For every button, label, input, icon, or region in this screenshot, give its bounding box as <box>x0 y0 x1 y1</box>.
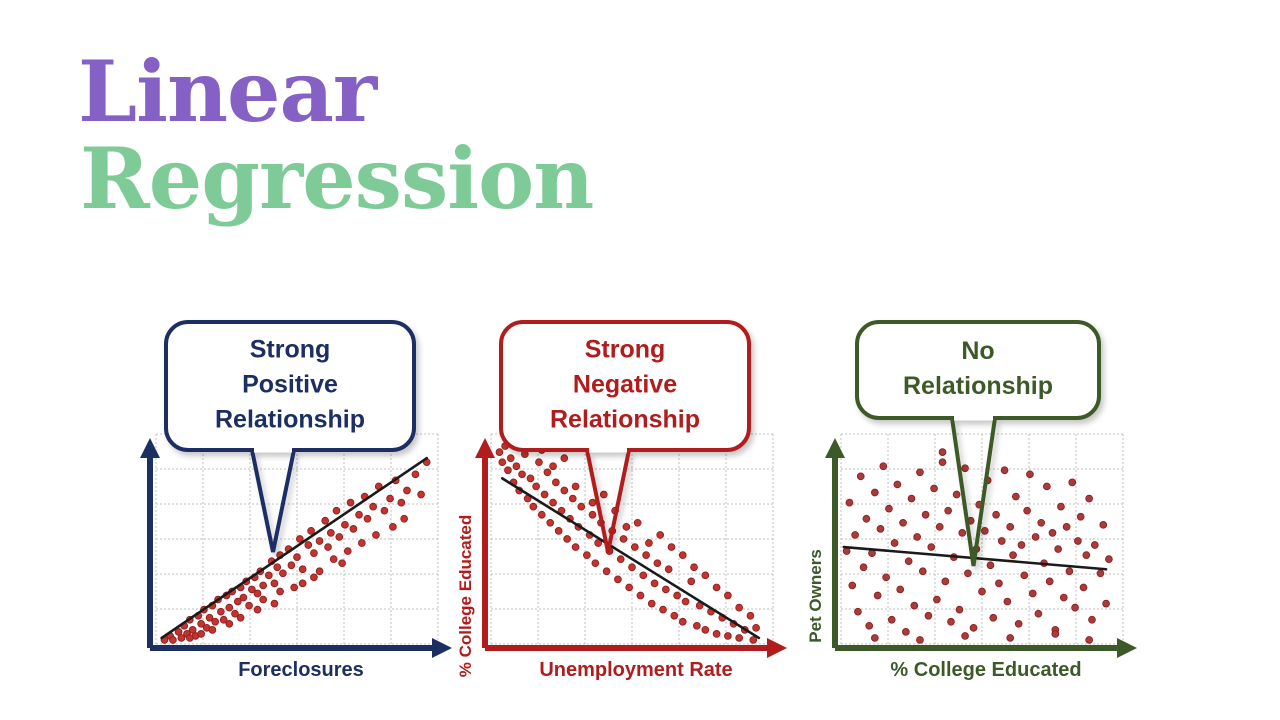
callout-line: Relationship <box>550 406 700 434</box>
callout-tail <box>585 449 631 553</box>
callout-text-group: Strong Positive Relationship <box>215 336 365 434</box>
scatter-chart-strong-negative: Strong Negative Relationship Unemployment R… <box>456 320 787 681</box>
title-line-regression: Regression <box>80 128 594 228</box>
scatter-points <box>495 442 760 644</box>
scatter-points <box>160 458 431 644</box>
scatter-points <box>842 448 1113 644</box>
chart-panel-strong-positive: Strong Positive Relationship Foreclosures <box>120 318 460 690</box>
callout-line: Negative <box>573 371 677 399</box>
callout-line: No <box>961 337 994 365</box>
x-axis-label: Foreclosures <box>238 659 364 681</box>
x-axis-arrow <box>432 638 452 658</box>
y-axis-arrow <box>140 438 160 458</box>
y-axis-arrow <box>475 438 495 458</box>
charts-row: Strong Positive Relationship Foreclosures S… <box>0 318 1280 690</box>
callout-text-group: Strong Negative Relationship <box>550 336 700 434</box>
page-title: Linear Regression <box>78 42 778 228</box>
y-axis-label: % College Educated <box>456 515 475 677</box>
callout-line: Strong <box>250 336 331 364</box>
x-axis-arrow <box>767 638 787 658</box>
callout-line: Strong <box>585 336 666 364</box>
title-line-linear: Linear <box>78 42 377 141</box>
callout-tail <box>950 417 997 567</box>
trend-line <box>160 456 429 640</box>
callout-balloon <box>164 320 416 553</box>
callout-line: Relationship <box>903 372 1053 400</box>
callout-line: Relationship <box>215 406 365 434</box>
callout-text-group: No Relationship <box>903 337 1053 400</box>
scatter-chart-no-relationship: No Relationship % College Educated Pet Owne… <box>806 320 1137 681</box>
callout-balloon <box>499 320 751 553</box>
y-axis-arrow <box>825 438 845 458</box>
callout-balloon <box>855 320 1101 567</box>
scatter-chart-strong-positive: Strong Positive Relationship Foreclosures <box>140 320 452 681</box>
x-axis-label: % College Educated <box>890 659 1081 681</box>
chart-panel-strong-negative: Strong Negative Relationship Unemployment R… <box>455 318 795 690</box>
callout-tail <box>250 449 296 553</box>
x-axis-label: Unemployment Rate <box>539 659 732 681</box>
y-axis-label: Pet Owners <box>806 549 825 643</box>
chart-gridlines <box>490 433 774 645</box>
x-axis-arrow <box>1117 638 1137 658</box>
trend-line <box>500 477 761 640</box>
callout-line: Positive <box>242 371 338 399</box>
chart-panel-no-relationship: No Relationship % College Educated Pet Owne… <box>805 318 1145 690</box>
